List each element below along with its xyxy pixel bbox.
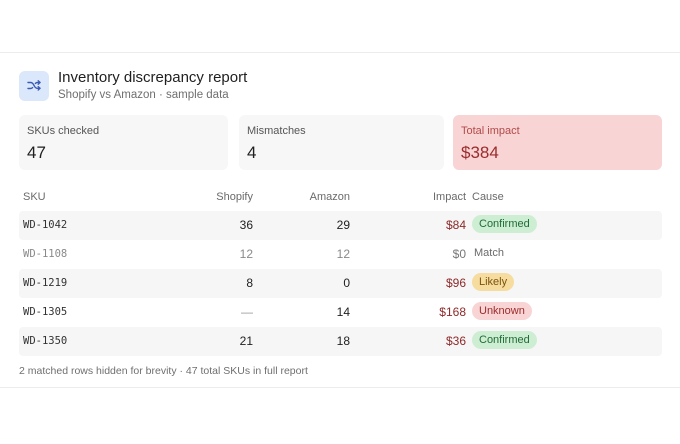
column-header-amazon: Amazon: [309, 191, 350, 203]
table-row: WD-1042 36 29 $84 Confirmed: [19, 211, 662, 240]
cell-amazon: 18: [336, 334, 350, 348]
cell-amazon: 14: [336, 305, 350, 319]
report-card: Inventory discrepancy report Shopify vs …: [0, 52, 680, 388]
cell-sku: WD-1350: [23, 335, 68, 347]
status-badge: Unknown: [472, 302, 532, 320]
stat-value: $384: [461, 143, 499, 162]
table-row: WD-1305 — 14 $168 Unknown: [19, 298, 662, 327]
summary-stats: SKUs checked 47 Mismatches 4 Total impac…: [19, 115, 662, 170]
table-row: WD-1350 21 18 $36 Confirmed: [19, 327, 662, 356]
shuffle-icon: [19, 71, 49, 101]
cell-impact: $84: [445, 218, 466, 232]
stat-total-impact: Total impact $384: [453, 115, 662, 170]
page-title: Inventory discrepancy report: [58, 69, 248, 86]
table-header: SKU Shopify Amazon Impact Cause: [19, 183, 662, 211]
cell-amazon: 12: [336, 247, 350, 261]
status-badge: Likely: [472, 273, 515, 291]
cell-impact: $36: [445, 334, 466, 348]
column-header-cause: Cause: [472, 191, 504, 203]
cell-shopify: 36: [239, 218, 253, 232]
stat-skus-checked: SKUs checked 47: [19, 115, 228, 170]
stat-label: Total impact: [461, 125, 520, 137]
stat-label: SKUs checked: [27, 125, 100, 137]
cell-shopify: 8: [246, 276, 253, 290]
status-badge: Match: [474, 247, 504, 259]
cell-sku: WD-1219: [23, 277, 68, 289]
report-header: Inventory discrepancy report Shopify vs …: [19, 69, 247, 103]
stat-mismatches: Mismatches 4: [239, 115, 444, 170]
discrepancy-table: SKU Shopify Amazon Impact Cause WD-1042 …: [19, 183, 662, 356]
cell-impact: $96: [445, 276, 466, 290]
cell-sku: WD-1305: [23, 306, 68, 318]
cell-sku: WD-1108: [23, 248, 68, 260]
cell-impact: $0: [452, 247, 466, 261]
column-header-shopify: Shopify: [216, 191, 253, 203]
cell-shopify: 21: [239, 334, 253, 348]
status-badge: Confirmed: [472, 215, 537, 233]
page-subtitle: Shopify vs Amazon · sample data: [58, 89, 229, 101]
stat-value: 47: [27, 143, 46, 162]
status-badge: Confirmed: [472, 331, 537, 349]
cell-amazon: 0: [343, 276, 350, 290]
stat-value: 4: [247, 143, 257, 162]
cell-shopify: 12: [239, 247, 253, 261]
cell-amazon: 29: [336, 218, 350, 232]
cell-shopify: —: [241, 305, 253, 319]
table-row: WD-1108 12 12 $0 Match: [19, 240, 662, 269]
table-row: WD-1219 8 0 $96 Likely: [19, 269, 662, 298]
column-header-sku: SKU: [23, 191, 46, 203]
stat-label: Mismatches: [247, 125, 306, 137]
cell-sku: WD-1042: [23, 219, 68, 231]
footnote: 2 matched rows hidden for brevity · 47 t…: [19, 365, 308, 377]
column-header-impact: Impact: [432, 191, 466, 203]
cell-impact: $168: [439, 305, 466, 319]
